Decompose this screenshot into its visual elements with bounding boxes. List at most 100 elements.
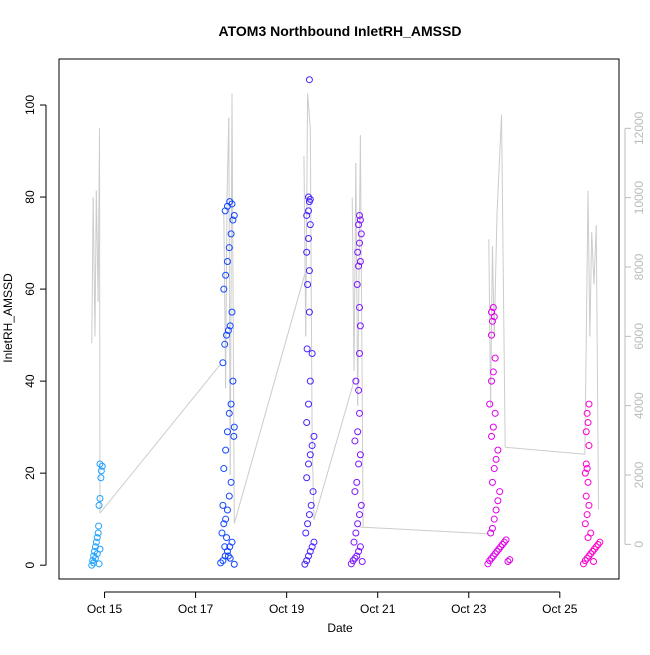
data-point: [354, 479, 360, 485]
data-point: [352, 489, 358, 495]
data-point: [352, 438, 358, 444]
data-point: [355, 521, 361, 527]
data-point: [356, 410, 362, 416]
data-point: [493, 456, 499, 462]
data-point: [492, 410, 498, 416]
y2-tick-label: 6000: [632, 323, 646, 350]
data-point: [304, 475, 310, 481]
data-point: [582, 521, 588, 527]
y-axis-label: InletRH_AMSSD: [1, 273, 15, 363]
data-point: [491, 516, 497, 522]
data-point: [583, 493, 589, 499]
data-point: [585, 479, 591, 485]
data-point: [353, 530, 359, 536]
data-point: [226, 410, 232, 416]
axes-layer: Oct 15 Oct 17 Oct 19 Oct 21 Oct 23 Oct 25 0 20 4…: [23, 95, 646, 616]
y-tick-label: 100: [23, 95, 37, 115]
data-point: [304, 420, 310, 426]
x-tick-label: Oct 17: [178, 602, 214, 616]
y2-tick-label: 0: [632, 541, 646, 548]
data-point: [223, 447, 229, 453]
data-point: [585, 420, 591, 426]
plot-frame: [59, 59, 619, 579]
data-point: [305, 521, 311, 527]
secondary-series-segment: [502, 114, 506, 447]
data-point: [306, 512, 312, 518]
data-point: [307, 222, 313, 228]
data-point: [491, 466, 497, 472]
data-point: [304, 346, 310, 352]
data-point: [223, 272, 229, 278]
data-point: [493, 507, 499, 513]
data-point: [584, 512, 590, 518]
data-point: [489, 479, 495, 485]
data-point: [489, 433, 495, 439]
data-point: [356, 512, 362, 518]
data-point: [356, 387, 362, 393]
points-layer: [89, 77, 603, 568]
data-point: [586, 443, 592, 449]
secondary-series-connector: [359, 527, 489, 534]
secondary-series-connector: [314, 378, 355, 520]
x-tick-label: Oct 19: [269, 602, 305, 616]
secondary-series-segment: [95, 191, 96, 337]
x-axis-label: Date: [327, 621, 353, 635]
x-tick-label: Oct 21: [360, 602, 396, 616]
data-point: [305, 461, 311, 467]
x-tick-label: Oct 15: [87, 602, 123, 616]
data-point: [224, 535, 230, 541]
secondary-series-segment: [360, 135, 363, 527]
data-point: [495, 498, 501, 504]
secondary-series-segment: [308, 94, 311, 129]
secondary-series-segment: [358, 135, 361, 405]
data-point: [356, 461, 362, 467]
data-point: [98, 475, 104, 481]
data-point: [497, 489, 503, 495]
data-point: [355, 429, 361, 435]
secondary-series-segment: [356, 163, 358, 406]
data-point: [588, 530, 594, 536]
chart-title: ATOM3 Northbound InletRH_AMSSD: [219, 23, 462, 39]
data-point: [489, 378, 495, 384]
data-point: [307, 378, 313, 384]
data-point: [219, 530, 225, 536]
x-tick-label: Oct 25: [542, 602, 578, 616]
data-point: [226, 493, 232, 499]
data-point: [224, 507, 230, 513]
data-point: [355, 249, 361, 255]
data-point: [96, 502, 102, 508]
secondary-series-connector: [505, 447, 585, 454]
data-point: [586, 502, 592, 508]
data-point: [228, 479, 234, 485]
data-point: [487, 401, 493, 407]
y2-tick-label: 12000: [632, 111, 646, 145]
data-point: [306, 77, 312, 83]
secondary-series-segment: [491, 246, 493, 405]
data-point: [303, 530, 309, 536]
secondary-series-segment: [596, 225, 598, 509]
y-tick-label: 40: [23, 374, 37, 388]
y-tick-label: 0: [23, 562, 37, 569]
data-point: [495, 447, 501, 453]
y-tick-label: 60: [23, 282, 37, 296]
x-tick-label: Oct 23: [451, 602, 487, 616]
secondary-series-segment: [588, 191, 590, 337]
y-tick-label: 80: [23, 190, 37, 204]
secondary-layer: [92, 94, 599, 534]
data-point: [583, 429, 589, 435]
secondary-series-connector: [234, 274, 305, 524]
secondary-series-segment: [306, 94, 308, 337]
data-point: [220, 502, 226, 508]
data-point: [221, 466, 227, 472]
y2-tick-label: 2000: [632, 461, 646, 488]
y-tick-label: 20: [23, 466, 37, 480]
data-point: [231, 561, 237, 567]
secondary-series-segment: [232, 94, 234, 524]
data-point: [359, 559, 365, 565]
secondary-series-segment: [230, 94, 232, 475]
data-point: [591, 559, 597, 565]
secondary-series-connector: [100, 364, 221, 513]
y2-tick-label: 4000: [632, 392, 646, 419]
secondary-series-segment: [585, 191, 588, 454]
